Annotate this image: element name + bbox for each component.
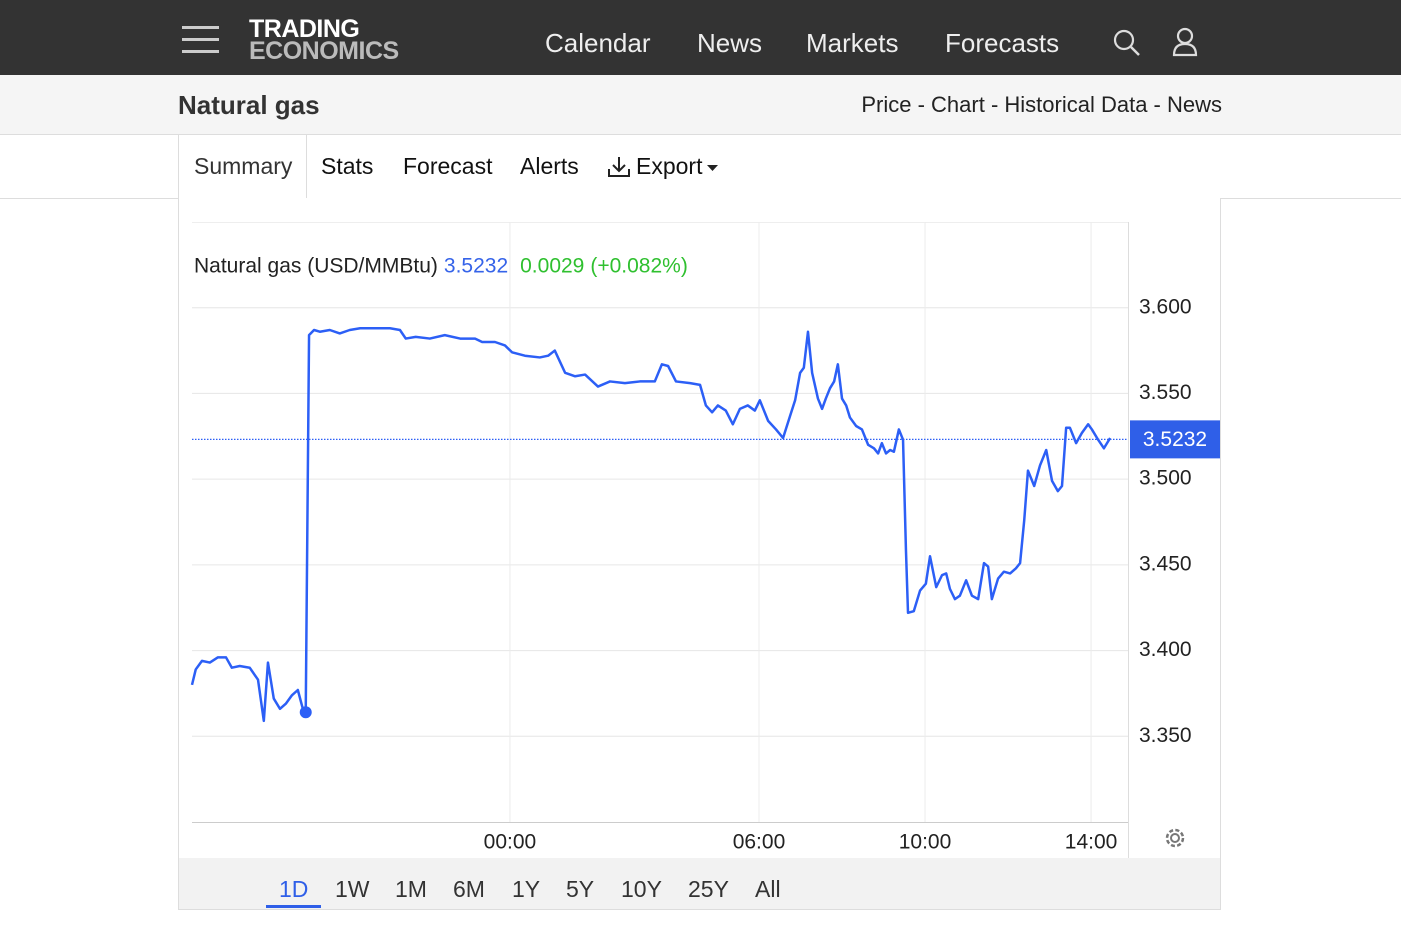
- range-button[interactable]: 25Y: [688, 876, 729, 902]
- y-tick-label: 3.500: [1139, 467, 1192, 490]
- range-bar: 1D 1W 1M 6M 1Y 5Y 10Y 25Y All: [178, 858, 1221, 910]
- chart: Natural gas (USD/MMBtu) 3.5232 0.0029 (+…: [178, 198, 1221, 858]
- settings-icon[interactable]: [1165, 828, 1185, 848]
- chart-bg: [178, 198, 1221, 858]
- x-tick-label: 00:00: [484, 831, 537, 854]
- y-tick-label: 3.450: [1139, 552, 1192, 575]
- range-button[interactable]: 1M: [395, 876, 427, 902]
- range-button[interactable]: 6M: [453, 876, 485, 902]
- y-tick-label: 3.600: [1139, 295, 1192, 318]
- range-button[interactable]: 10Y: [621, 876, 662, 902]
- nav-link[interactable]: News: [697, 28, 763, 58]
- nav-link[interactable]: Markets: [806, 28, 899, 58]
- last-price: 3.5232: [444, 255, 508, 278]
- user-icon[interactable]: [1171, 26, 1201, 58]
- dropdown-caret: [707, 165, 718, 171]
- tab[interactable]: Stats: [321, 153, 374, 179]
- export-icon[interactable]: [607, 155, 633, 179]
- logo[interactable]: TRADING ECONOMICS: [249, 15, 399, 65]
- y-tick-label: 3.350: [1139, 724, 1192, 747]
- tab-bar: Summary Stats Forecast Alerts Export: [0, 135, 1401, 199]
- range-button[interactable]: All: [755, 876, 781, 902]
- logo-top: TRADING: [249, 15, 360, 43]
- top-nav: TRADING ECONOMICS Calendar News Markets …: [0, 0, 1401, 75]
- x-tick-label: 06:00: [733, 831, 786, 854]
- logo-bottom: ECONOMICS: [249, 37, 399, 65]
- range-button[interactable]: 1D: [279, 876, 309, 902]
- price-change: 0.0029: [520, 255, 584, 278]
- nav-link[interactable]: Calendar: [545, 28, 651, 58]
- last-price-badge-label: 3.5232: [1143, 428, 1207, 451]
- x-tick-label: 14:00: [1065, 831, 1118, 854]
- range-button[interactable]: 5Y: [566, 876, 595, 902]
- nav-link[interactable]: Forecasts: [945, 28, 1060, 58]
- active-tab-box: [178, 135, 307, 198]
- range-selected-bar: [266, 905, 321, 908]
- range-button[interactable]: 1W: [335, 876, 370, 902]
- sub-header: Natural gas Price - Chart - Historical D…: [0, 75, 1401, 135]
- tab[interactable]: Forecast: [403, 153, 493, 179]
- header-links[interactable]: Price - Chart - Historical Data - News: [861, 92, 1222, 117]
- page-title: Natural gas: [178, 90, 320, 120]
- y-tick-label: 3.400: [1139, 638, 1192, 661]
- search-icon[interactable]: [1112, 28, 1142, 58]
- price-change-pct: (+0.082%): [590, 255, 687, 278]
- x-tick-label: 10:00: [899, 831, 952, 854]
- tab[interactable]: Alerts: [520, 153, 579, 179]
- last-price-badge: [1130, 420, 1220, 459]
- tab[interactable]: Export: [636, 153, 703, 179]
- price-line: [190, 327, 1112, 723]
- series-name: Natural gas (USD/MMBtu): [194, 255, 438, 278]
- range-button[interactable]: 1Y: [512, 876, 541, 902]
- menu-icon[interactable]: [182, 26, 220, 54]
- session-marker: [299, 706, 312, 719]
- y-tick-label: 3.550: [1139, 381, 1192, 404]
- tab[interactable]: Summary: [194, 153, 293, 179]
